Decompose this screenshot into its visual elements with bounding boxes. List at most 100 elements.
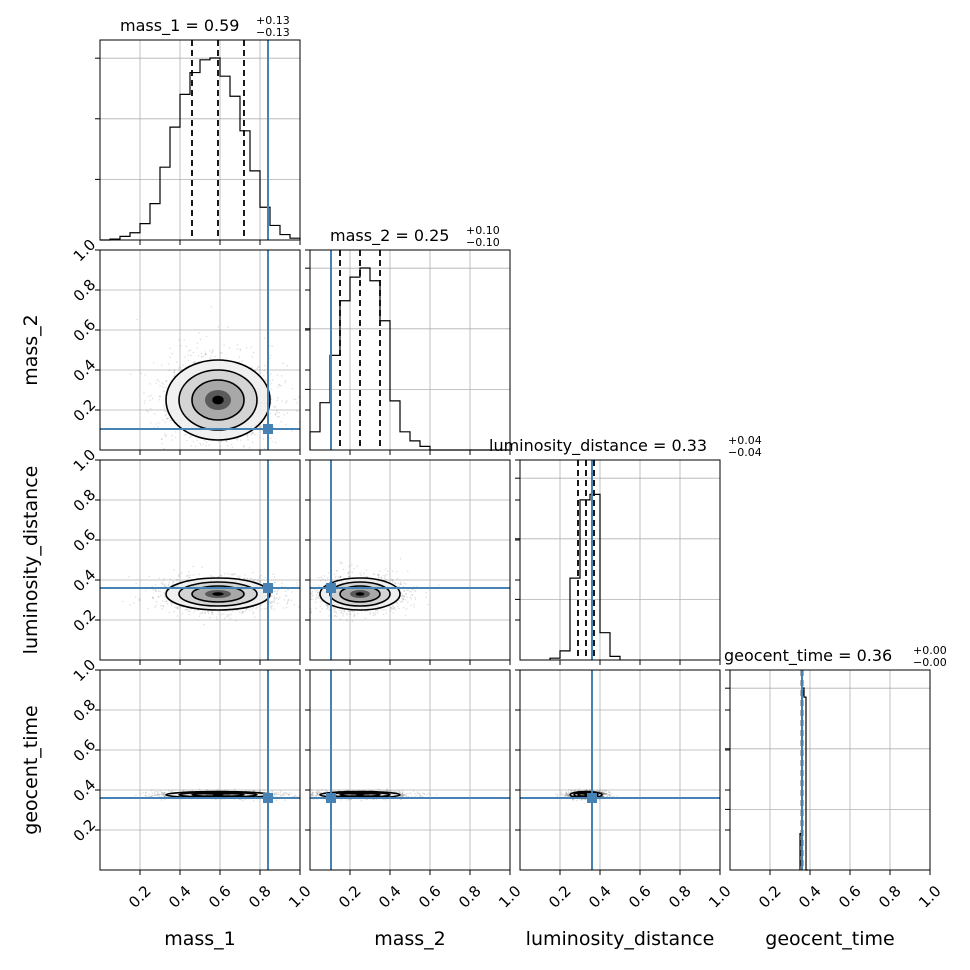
sample-point bbox=[278, 383, 280, 386]
sample-point bbox=[157, 421, 160, 424]
sample-point bbox=[414, 597, 416, 599]
sample-point bbox=[160, 791, 163, 794]
sample-point bbox=[260, 604, 263, 606]
sample-point bbox=[176, 607, 178, 610]
sample-point bbox=[196, 342, 199, 345]
sample-point bbox=[151, 597, 154, 599]
sample-point bbox=[164, 410, 166, 413]
sample-point bbox=[155, 382, 158, 384]
sample-point bbox=[284, 799, 286, 801]
sample-point bbox=[353, 568, 355, 570]
sample-point bbox=[351, 564, 353, 566]
sample-point bbox=[342, 568, 345, 571]
sample-point bbox=[147, 607, 150, 610]
sample-point bbox=[286, 602, 288, 605]
sample-point bbox=[144, 374, 146, 376]
sample-point bbox=[281, 400, 284, 403]
sample-point bbox=[150, 795, 152, 798]
contour-2 bbox=[191, 379, 245, 421]
sample-point bbox=[315, 590, 317, 593]
sample-point bbox=[221, 352, 223, 354]
sample-point bbox=[160, 793, 162, 795]
sample-point bbox=[143, 392, 145, 394]
sample-point bbox=[351, 571, 354, 573]
sample-point bbox=[372, 612, 375, 614]
sample-point bbox=[347, 572, 350, 574]
sample-point bbox=[369, 613, 371, 615]
sample-point bbox=[280, 420, 283, 423]
sample-point bbox=[287, 588, 289, 591]
sample-point bbox=[197, 354, 200, 357]
sample-point bbox=[164, 435, 167, 438]
sample-point bbox=[194, 361, 196, 363]
sample-point bbox=[376, 612, 379, 614]
sample-point bbox=[140, 792, 142, 795]
sample-point bbox=[176, 361, 178, 363]
sample-point bbox=[319, 600, 322, 603]
sample-point bbox=[189, 464, 191, 466]
sample-point bbox=[239, 348, 241, 350]
sample-point bbox=[186, 574, 189, 577]
sample-point bbox=[171, 434, 173, 437]
sample-point bbox=[326, 608, 328, 610]
sample-point bbox=[315, 601, 317, 603]
sample-point bbox=[165, 413, 167, 416]
sample-point bbox=[201, 456, 203, 458]
sample-point bbox=[154, 794, 156, 796]
sample-point bbox=[191, 789, 193, 792]
sample-point bbox=[194, 609, 196, 611]
sample-point bbox=[161, 442, 163, 445]
sample-point bbox=[340, 612, 343, 614]
sample-point bbox=[315, 607, 318, 610]
sample-point bbox=[382, 613, 385, 615]
sample-point bbox=[404, 593, 407, 595]
sample-point bbox=[225, 440, 228, 443]
sample-point bbox=[270, 600, 273, 603]
sample-point bbox=[336, 569, 339, 572]
sample-point bbox=[400, 601, 403, 603]
sample-point bbox=[396, 578, 399, 580]
sample-point bbox=[410, 588, 413, 591]
sample-point bbox=[315, 597, 318, 599]
sample-point bbox=[236, 609, 239, 611]
sample-point bbox=[311, 592, 313, 595]
sample-point bbox=[385, 612, 388, 614]
sample-point bbox=[279, 792, 282, 794]
sample-point bbox=[241, 612, 243, 614]
sample-point bbox=[316, 594, 318, 596]
sample-point bbox=[390, 606, 393, 609]
sample-point bbox=[351, 610, 353, 613]
sample-point bbox=[275, 593, 278, 595]
sample-point bbox=[282, 793, 284, 795]
sample-point bbox=[151, 795, 153, 798]
sample-point bbox=[239, 798, 241, 801]
sample-point bbox=[199, 612, 201, 615]
sample-point bbox=[183, 339, 185, 341]
sample-point bbox=[227, 572, 230, 575]
sample-point bbox=[166, 417, 169, 420]
sample-point bbox=[390, 607, 392, 609]
sample-point bbox=[199, 338, 202, 341]
sample-point bbox=[216, 618, 218, 620]
sample-point bbox=[340, 611, 343, 613]
sample-point bbox=[303, 584, 305, 586]
sample-point bbox=[339, 618, 342, 621]
sample-point bbox=[273, 581, 276, 584]
sample-point bbox=[201, 566, 203, 568]
sample-point bbox=[278, 384, 281, 387]
sample-point bbox=[310, 610, 313, 613]
sample-point bbox=[406, 570, 409, 573]
sample-point bbox=[205, 444, 207, 447]
sample-point bbox=[342, 612, 344, 615]
sample-point bbox=[243, 444, 245, 447]
sample-point bbox=[268, 357, 271, 360]
sample-point bbox=[334, 610, 337, 613]
sample-point bbox=[391, 578, 393, 581]
sample-point bbox=[305, 586, 307, 588]
sample-point bbox=[192, 362, 195, 364]
sample-point bbox=[229, 617, 232, 620]
sample-point bbox=[369, 612, 372, 614]
sample-point bbox=[412, 588, 415, 591]
sample-point bbox=[225, 358, 228, 360]
sample-point bbox=[209, 357, 211, 360]
